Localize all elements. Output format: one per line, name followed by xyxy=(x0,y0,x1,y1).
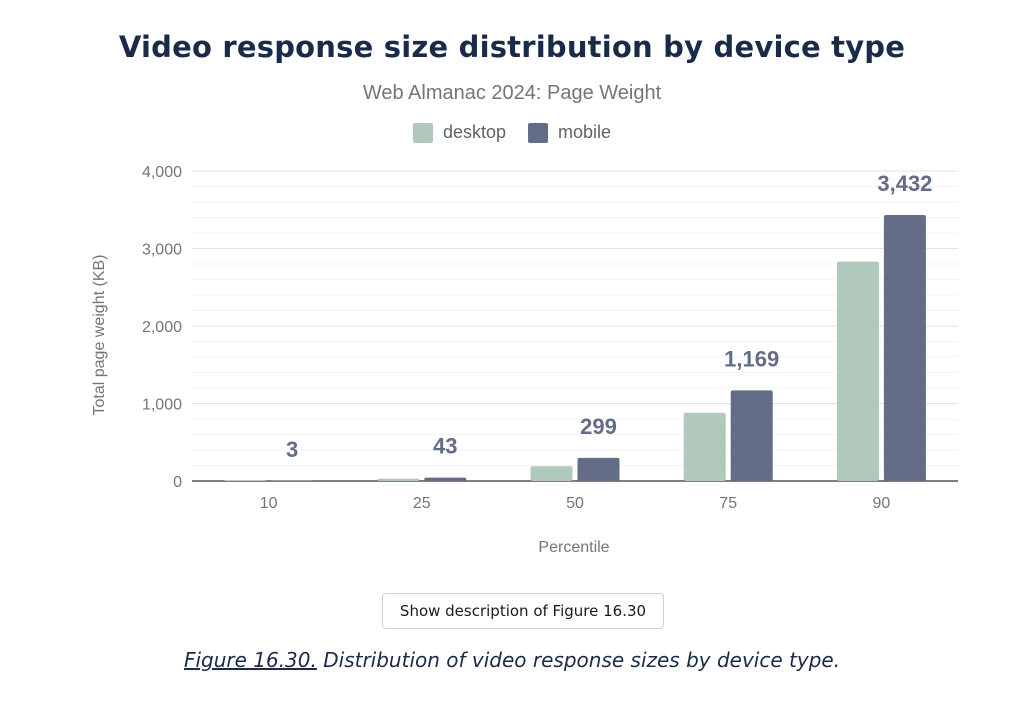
y-tick-label: 4,000 xyxy=(142,164,182,181)
y-tick-label: 0 xyxy=(173,474,182,491)
bar-chart: 0 1,000 2,000 3,000 4,000 3 10 43 25 299 50 1,169 75… xyxy=(91,164,958,556)
y-tick-label: 1,000 xyxy=(142,397,182,414)
y-tick-label: 3,000 xyxy=(142,242,182,259)
bar-desktop-75 xyxy=(683,412,726,481)
bar-mobile-90 xyxy=(883,215,926,481)
bar-mobile-25 xyxy=(424,477,467,481)
x-tick-label: 25 xyxy=(413,495,431,512)
legend-item-mobile: mobile xyxy=(528,122,611,143)
bar-desktop-90 xyxy=(836,261,879,481)
chart-title: Video response size distribution by devi… xyxy=(118,30,906,64)
data-label-mobile-75: 1,169 xyxy=(724,346,779,371)
x-tick-label: 90 xyxy=(873,495,891,512)
legend-label-desktop: desktop xyxy=(442,122,506,142)
bar-mobile-50 xyxy=(577,457,620,481)
caption-text: Distribution of video response sizes by … xyxy=(316,648,841,672)
legend-swatch-desktop xyxy=(412,122,433,143)
data-label-mobile-25: 43 xyxy=(433,434,457,459)
y-tick-label: 2,000 xyxy=(142,319,182,336)
bar-mobile-10 xyxy=(271,480,314,481)
x-tick-label: 50 xyxy=(566,495,584,512)
show-description-button[interactable]: Show description of Figure 16.30 xyxy=(382,593,664,629)
bar-desktop-10 xyxy=(224,480,267,481)
x-axis-title: Percentile xyxy=(538,539,609,556)
chart-subtitle: Web Almanac 2024: Page Weight xyxy=(362,82,662,104)
figure-link[interactable]: Figure 16.30. xyxy=(183,648,317,672)
y-axis-title: Total page weight (KB) xyxy=(91,255,108,416)
chart-legend: desktop mobile xyxy=(0,122,1024,143)
bar-mobile-75 xyxy=(730,390,773,481)
legend-swatch-mobile xyxy=(528,122,548,143)
data-label-mobile-10: 3 xyxy=(286,437,298,462)
legend-label-mobile: mobile xyxy=(558,122,612,142)
data-label-mobile-50: 299 xyxy=(580,414,617,439)
data-label-mobile-90: 3,432 xyxy=(877,171,932,196)
figure-caption: Figure 16.30. Distribution of video resp… xyxy=(0,648,1024,672)
bar-desktop-50 xyxy=(530,466,573,481)
bar-desktop-25 xyxy=(377,478,420,481)
x-tick-label: 75 xyxy=(719,495,737,512)
x-tick-label: 10 xyxy=(260,495,278,512)
legend-item-desktop: desktop xyxy=(412,122,506,143)
